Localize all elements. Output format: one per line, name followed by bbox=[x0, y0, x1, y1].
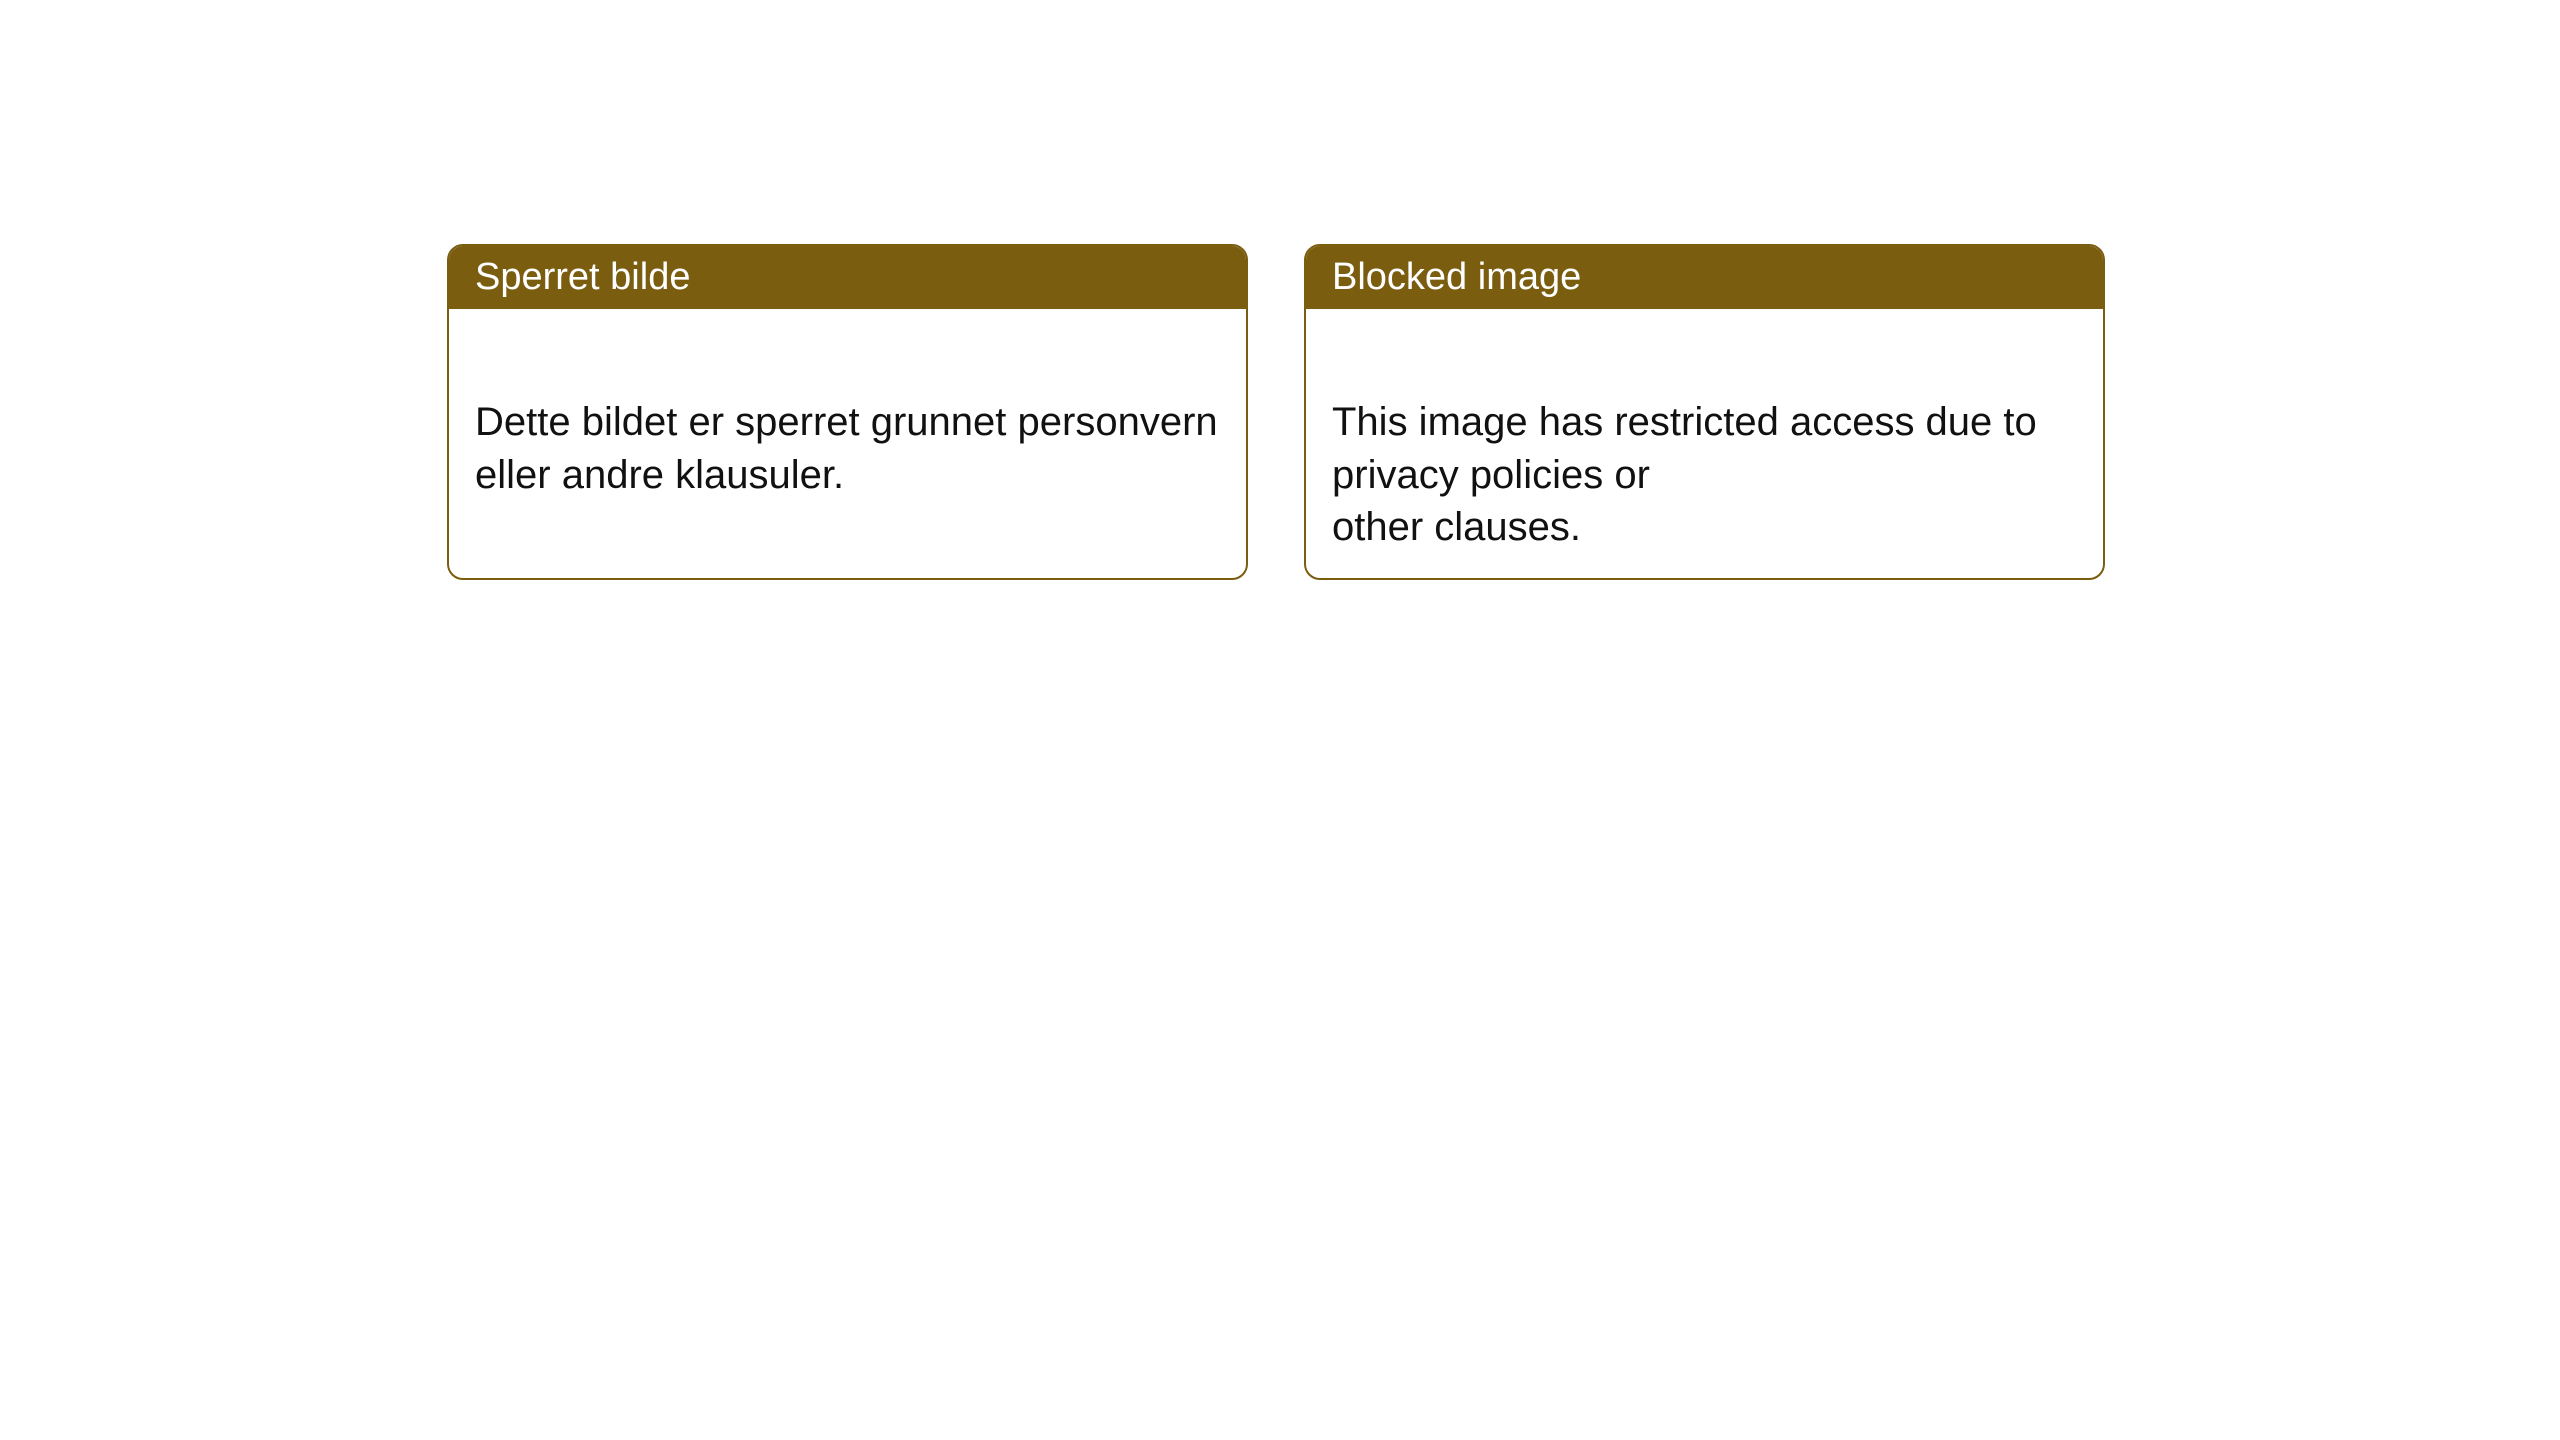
notice-title: Sperret bilde bbox=[475, 256, 690, 298]
notice-header: Blocked image bbox=[1306, 246, 2103, 309]
notice-title: Blocked image bbox=[1332, 256, 1581, 298]
notice-header: Sperret bilde bbox=[449, 246, 1246, 309]
notice-box-norwegian: Sperret bilde Dette bildet er sperret gr… bbox=[447, 244, 1248, 580]
notice-body-text: This image has restricted access due to … bbox=[1332, 400, 2037, 550]
notice-container: Sperret bilde Dette bildet er sperret gr… bbox=[447, 244, 2105, 580]
notice-body-text: Dette bildet er sperret grunnet personve… bbox=[475, 400, 1218, 497]
notice-box-english: Blocked image This image has restricted … bbox=[1304, 244, 2105, 580]
notice-body: Dette bildet er sperret grunnet personve… bbox=[449, 309, 1246, 535]
notice-body: This image has restricted access due to … bbox=[1306, 309, 2103, 580]
